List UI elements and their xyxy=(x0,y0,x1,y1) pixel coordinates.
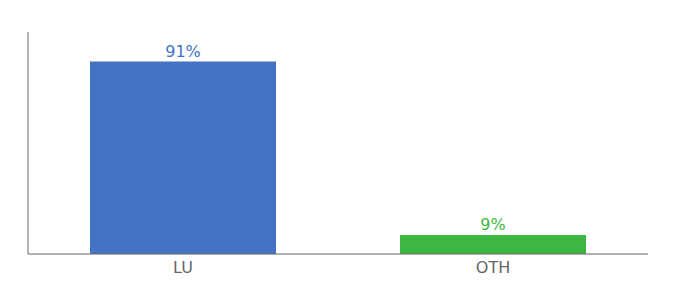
svg-text:91%: 91% xyxy=(165,42,201,61)
svg-text:OTH: OTH xyxy=(476,258,510,277)
svg-text:LU: LU xyxy=(173,258,193,277)
svg-text:9%: 9% xyxy=(480,215,505,234)
